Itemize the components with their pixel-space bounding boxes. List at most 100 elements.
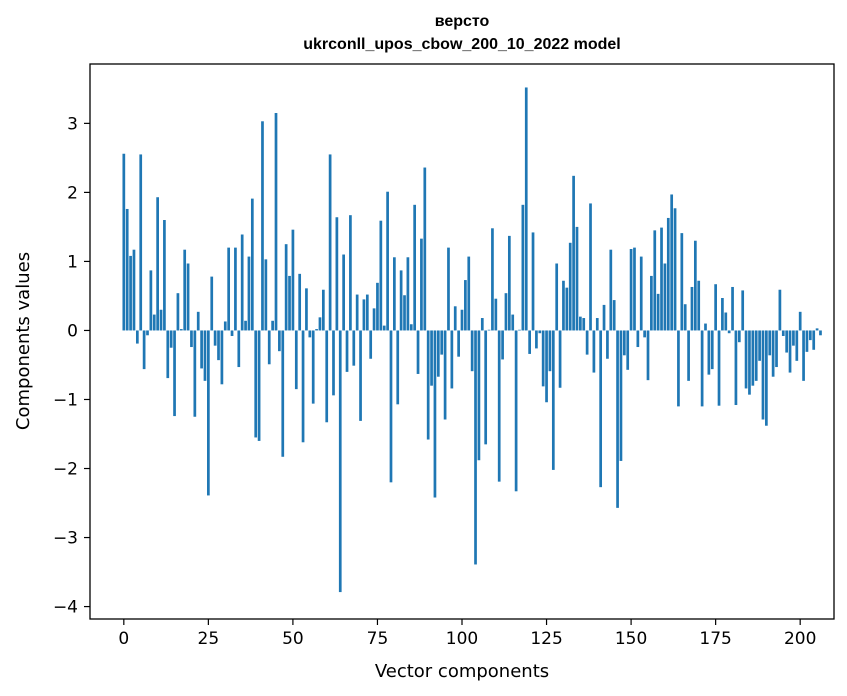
bar-118 xyxy=(521,204,525,331)
bar-203 xyxy=(808,330,812,341)
bar-66 xyxy=(345,330,349,372)
bar-84 xyxy=(406,257,410,331)
bar-128 xyxy=(555,263,559,331)
bar-178 xyxy=(724,312,728,331)
bar-61 xyxy=(328,154,332,331)
bar-2 xyxy=(129,255,132,331)
bar-89 xyxy=(423,167,427,331)
bar-15 xyxy=(173,330,176,417)
bar-166 xyxy=(683,304,687,331)
bar-56 xyxy=(311,330,315,404)
bar-110 xyxy=(494,298,498,331)
x-tick-label: 175 xyxy=(699,629,731,649)
bar-74 xyxy=(372,308,376,331)
bars-group xyxy=(122,87,822,593)
bar-130 xyxy=(562,280,565,331)
bar-11 xyxy=(159,309,163,331)
bar-184 xyxy=(744,330,748,389)
bar-23 xyxy=(200,330,203,369)
bar-55 xyxy=(308,330,312,338)
x-axis-ticks: 0 25 50 75 100 125 150 175 200 xyxy=(118,619,816,649)
x-tick-label: 150 xyxy=(615,629,647,649)
y-tick-label: −1 xyxy=(53,390,78,410)
bar-86 xyxy=(413,204,417,331)
bar-6 xyxy=(142,330,146,370)
x-tick-label: 75 xyxy=(367,629,389,649)
bar-155 xyxy=(646,330,650,381)
bar-59 xyxy=(321,289,325,331)
bar-71 xyxy=(362,299,366,331)
bar-145 xyxy=(612,300,616,331)
bar-75 xyxy=(376,282,379,331)
bar-122 xyxy=(535,330,538,349)
bar-78 xyxy=(386,191,389,331)
bar-121 xyxy=(531,232,535,331)
bar-134 xyxy=(575,226,579,331)
bar-27 xyxy=(213,330,217,346)
bar-131 xyxy=(565,287,569,331)
bar-25 xyxy=(207,330,210,496)
bar-31 xyxy=(227,247,231,331)
bar-153 xyxy=(639,256,643,331)
bar-49 xyxy=(288,275,291,331)
bar-41 xyxy=(261,121,264,331)
bar-199 xyxy=(795,330,799,361)
bar-148 xyxy=(622,330,626,356)
bar-196 xyxy=(785,330,789,353)
bar-114 xyxy=(507,235,511,331)
bar-3 xyxy=(132,249,136,331)
bar-206 xyxy=(819,330,822,336)
bar-99 xyxy=(457,330,460,357)
bar-82 xyxy=(399,270,403,331)
bar-10 xyxy=(156,197,159,331)
x-tick-label: 50 xyxy=(282,629,304,649)
bar-21 xyxy=(193,330,197,417)
bar-149 xyxy=(626,330,630,370)
bar-204 xyxy=(812,330,816,350)
bar-58 xyxy=(318,317,322,331)
y-axis-ticks: −4 −3 −2 −1 0 1 2 3 xyxy=(53,114,90,618)
x-axis-label: Vector components xyxy=(375,661,549,682)
bar-142 xyxy=(602,304,606,331)
bar-186 xyxy=(751,330,755,386)
bar-164 xyxy=(677,330,680,407)
bar-154 xyxy=(643,330,646,338)
bar-93 xyxy=(436,330,440,377)
bar-94 xyxy=(440,330,444,355)
bar-165 xyxy=(680,233,684,331)
bar-194 xyxy=(778,289,782,331)
bar-202 xyxy=(805,330,809,352)
bar-7 xyxy=(146,330,149,336)
bar-81 xyxy=(396,330,400,405)
bar-16 xyxy=(176,293,180,331)
y-tick-label: −4 xyxy=(53,598,78,618)
bar-30 xyxy=(223,321,227,331)
bar-39 xyxy=(254,330,258,438)
y-tick-label: −2 xyxy=(53,460,78,480)
bar-123 xyxy=(538,330,542,334)
bar-117 xyxy=(518,329,521,331)
bar-188 xyxy=(758,330,761,361)
bar-69 xyxy=(355,294,359,331)
bar-205 xyxy=(815,328,819,331)
bar-45 xyxy=(274,113,278,331)
bar-106 xyxy=(480,318,484,331)
bar-91 xyxy=(430,330,433,386)
bar-120 xyxy=(528,330,531,354)
bar-8 xyxy=(149,270,153,331)
bar-183 xyxy=(741,290,745,331)
bar-115 xyxy=(511,314,515,331)
bar-68 xyxy=(352,330,356,366)
bar-17 xyxy=(179,329,183,331)
y-tick-label: 3 xyxy=(67,114,78,134)
bar-92 xyxy=(433,330,437,498)
bar-47 xyxy=(281,330,285,457)
bar-0 xyxy=(122,153,126,331)
bar-34 xyxy=(237,330,241,368)
x-tick-label: 25 xyxy=(198,629,220,649)
bar-48 xyxy=(284,244,288,331)
bar-201 xyxy=(802,330,805,381)
x-tick-label: 100 xyxy=(446,629,478,649)
bar-159 xyxy=(660,227,663,331)
bar-144 xyxy=(609,249,613,331)
